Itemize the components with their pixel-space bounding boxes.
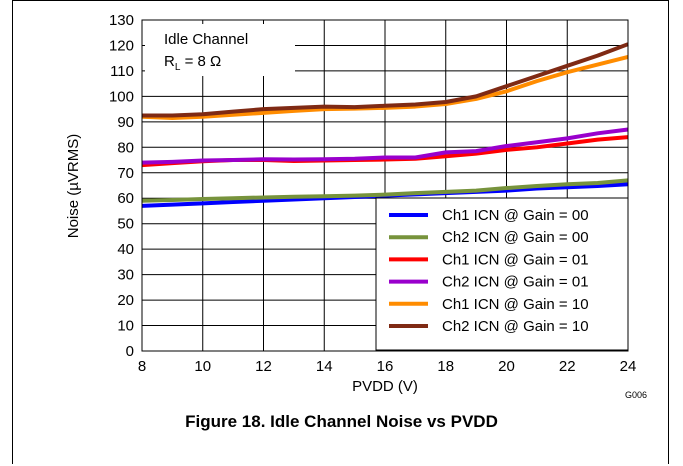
y-tick-label: 20 xyxy=(117,292,134,309)
series-line-6 xyxy=(142,42,629,118)
legend-label-6: Ch2 ICN @ Gain = 10 xyxy=(442,318,589,335)
x-tick-label: 24 xyxy=(620,358,637,375)
y-tick-label: 90 xyxy=(117,114,134,131)
y-tick-label: 100 xyxy=(109,88,134,105)
y-tick-label: 130 xyxy=(109,12,134,29)
annotation-background xyxy=(145,24,295,76)
y-axis-label: Noise (µVRMS) xyxy=(65,134,82,239)
series-lines xyxy=(141,42,629,208)
x-tick-label: 14 xyxy=(316,358,333,375)
plot-border xyxy=(141,19,629,352)
x-tick-label: 22 xyxy=(559,358,576,375)
x-tick-label: 10 xyxy=(194,358,211,375)
tick-labels: 8 10 12 14 16 18 20 22 24 0 10 20 30 40 50 60 70 80 90 100 1… xyxy=(109,12,636,375)
y-tick-label: 60 xyxy=(117,190,134,207)
legend-label-1: Ch1 ICN @ Gain = 00 xyxy=(442,207,589,224)
legend: Ch1 ICN @ Gain = 00 Ch2 ICN @ Gain = 00 Ch… xyxy=(375,197,629,351)
figure-id: G006 xyxy=(625,390,648,400)
annotation-r-value: = 8 Ω xyxy=(180,53,221,70)
y-tick-label: 50 xyxy=(117,216,134,233)
legend-label-3: Ch1 ICN @ Gain = 01 xyxy=(442,251,589,268)
y-tick-label: 110 xyxy=(110,63,134,80)
y-tick-label: 40 xyxy=(117,241,134,258)
legend-label-2: Ch2 ICN @ Gain = 00 xyxy=(442,229,589,246)
x-tick-label: 20 xyxy=(498,358,515,375)
annotation-r-subscript: L xyxy=(175,62,181,73)
x-axis-label: PVDD (V) xyxy=(352,378,418,395)
legend-label-5: Ch1 ICN @ Gain = 10 xyxy=(442,296,589,313)
y-tick-label: 0 xyxy=(126,343,134,360)
series-line-4 xyxy=(141,127,629,165)
figure-caption: Figure 18. Idle Channel Noise vs PVDD xyxy=(185,412,498,431)
annotation-line-2: RL = 8 Ω xyxy=(164,53,221,73)
x-tick-label: 12 xyxy=(255,358,272,375)
x-tick-label: 16 xyxy=(377,358,394,375)
frame-top-line xyxy=(12,0,669,1)
y-tick-label: 80 xyxy=(117,139,134,156)
annotation-line-1: Idle Channel xyxy=(164,31,248,48)
y-tick-label: 70 xyxy=(117,165,134,182)
annotation-r: R xyxy=(164,53,175,70)
y-tick-label: 10 xyxy=(117,318,134,335)
noise-vs-pvdd-chart: 8 10 12 14 16 18 20 22 24 0 10 20 30 40 50 60 70 80 90 100 1… xyxy=(65,12,636,395)
y-tick-label: 30 xyxy=(117,267,134,284)
annotation-box: Idle Channel RL = 8 Ω xyxy=(145,24,295,76)
series-line-5 xyxy=(141,54,629,121)
figure-frame xyxy=(12,0,669,464)
legend-label-4: Ch2 ICN @ Gain = 01 xyxy=(442,274,589,291)
x-tick-label: 18 xyxy=(437,358,454,375)
series-line-2 xyxy=(141,178,629,203)
y-tick-label: 120 xyxy=(109,37,134,54)
x-tick-label: 8 xyxy=(138,358,146,375)
